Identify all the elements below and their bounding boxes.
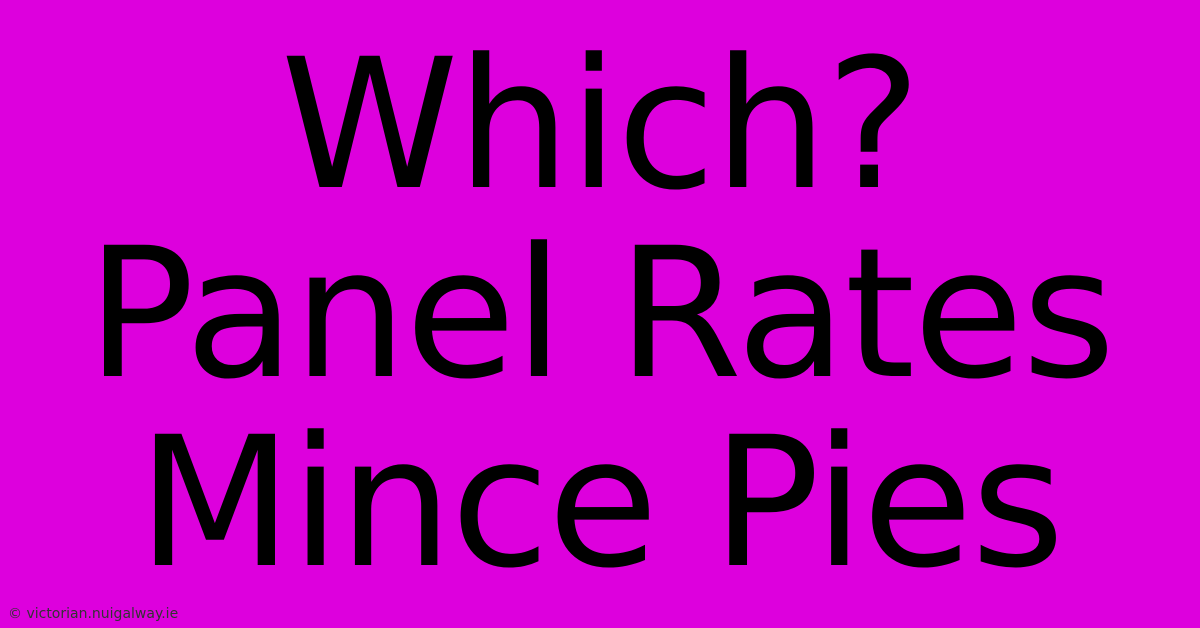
attribution-text: © victorian.nuigalway.ie — [8, 606, 178, 622]
headline-line-2: Panel Rates — [86, 220, 1113, 409]
headline-line-3: Mince Pies — [86, 409, 1113, 598]
image-card: Which? Panel Rates Mince Pies © victoria… — [0, 0, 1200, 628]
headline-text: Which? Panel Rates Mince Pies — [86, 31, 1113, 598]
headline-line-1: Which? — [86, 31, 1113, 220]
